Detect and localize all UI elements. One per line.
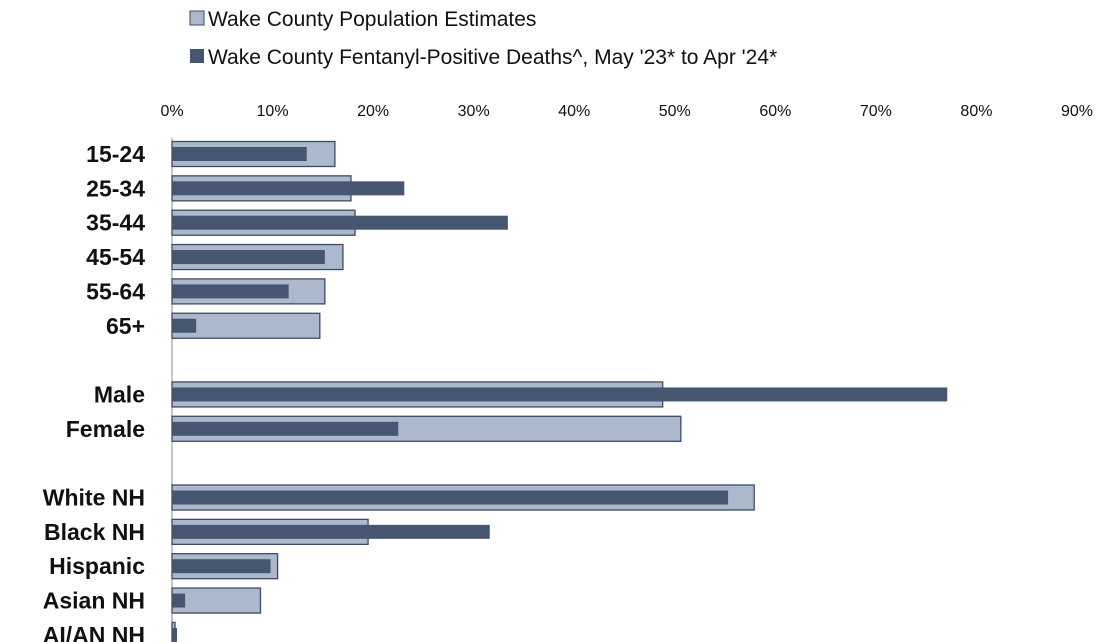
category-labels: 15-24 25-34 35-44 45-54 55-64 65+ Male Female Wh… — [43, 141, 145, 642]
x-tick-label: 30% — [458, 103, 490, 120]
x-tick-label: 20% — [357, 103, 389, 120]
category-label: 25-34 — [86, 175, 145, 201]
x-tick-label: 90% — [1061, 103, 1093, 120]
deaths-bar — [172, 181, 405, 196]
deaths-bar — [172, 147, 307, 161]
x-tick-label: 60% — [759, 103, 791, 120]
category-label: Female — [66, 416, 145, 442]
x-tick-label: 40% — [558, 103, 590, 120]
x-tick-label: 50% — [659, 103, 691, 120]
deaths-series — [172, 147, 948, 642]
category-label: Male — [94, 381, 145, 407]
deaths-bar — [172, 387, 948, 402]
deaths-bar — [172, 593, 186, 608]
legend-item-deaths: Wake County Fentanyl-Positive Deaths^, M… — [190, 46, 777, 69]
deaths-bar — [172, 421, 399, 436]
deaths-bar — [172, 284, 289, 299]
category-label: 45-54 — [86, 244, 145, 270]
deaths-bar — [172, 318, 197, 333]
category-label: White NH — [43, 485, 145, 511]
category-label: 55-64 — [86, 278, 145, 304]
category-label: 35-44 — [86, 210, 145, 236]
deaths-bar — [172, 524, 490, 539]
x-tick-label: 70% — [860, 103, 892, 120]
legend-swatch-deaths — [190, 49, 204, 63]
category-label: AI/AN NH — [43, 622, 145, 642]
deaths-bar — [172, 559, 271, 574]
legend: Wake County Population Estimates Wake Co… — [189, 8, 777, 69]
category-label: Asian NH — [43, 588, 145, 614]
x-axis-tick-labels: 0% 10% 20% 30% 40% 50% 60% 70% 80% 90% — [160, 103, 1093, 120]
legend-swatch-population — [189, 10, 205, 26]
category-label: Black NH — [44, 519, 145, 545]
deaths-bar — [172, 215, 508, 230]
category-label: 15-24 — [86, 141, 145, 167]
population-bar — [171, 312, 321, 339]
deaths-bar — [172, 627, 178, 642]
x-tick-label: 80% — [960, 103, 992, 120]
legend-label-population: Wake County Population Estimates — [208, 8, 536, 31]
x-tick-label: 0% — [160, 103, 183, 120]
category-label: 65+ — [106, 313, 145, 339]
legend-label-deaths: Wake County Fentanyl-Positive Deaths^, M… — [208, 46, 777, 69]
x-tick-label: 10% — [257, 103, 289, 120]
category-label: Hispanic — [49, 553, 145, 579]
deaths-bar — [172, 250, 325, 265]
population-bar — [171, 587, 262, 614]
deaths-bar — [172, 490, 729, 505]
legend-item-population: Wake County Population Estimates — [189, 8, 536, 31]
